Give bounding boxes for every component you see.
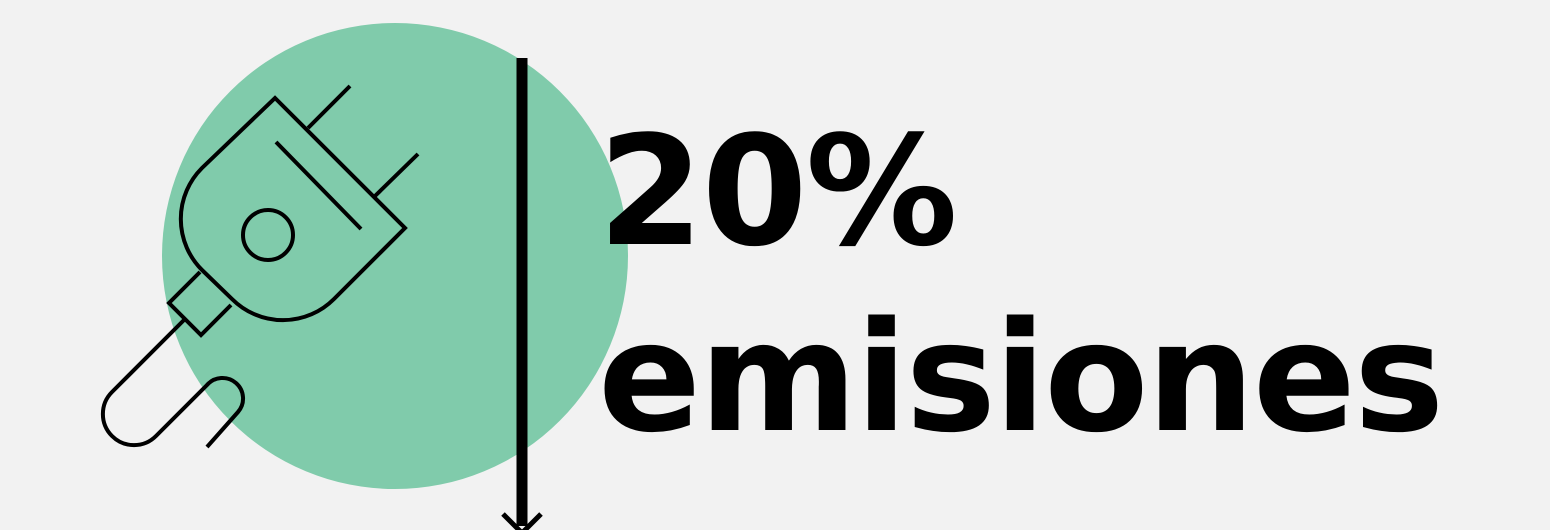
headline: 20% emisiones [598, 93, 1444, 477]
arrow-down-icon [501, 58, 543, 530]
green-circle [162, 23, 628, 489]
headline-label: emisiones [598, 289, 1444, 466]
electric-plug-icon [100, 84, 420, 449]
headline-value: 20% [598, 103, 958, 280]
